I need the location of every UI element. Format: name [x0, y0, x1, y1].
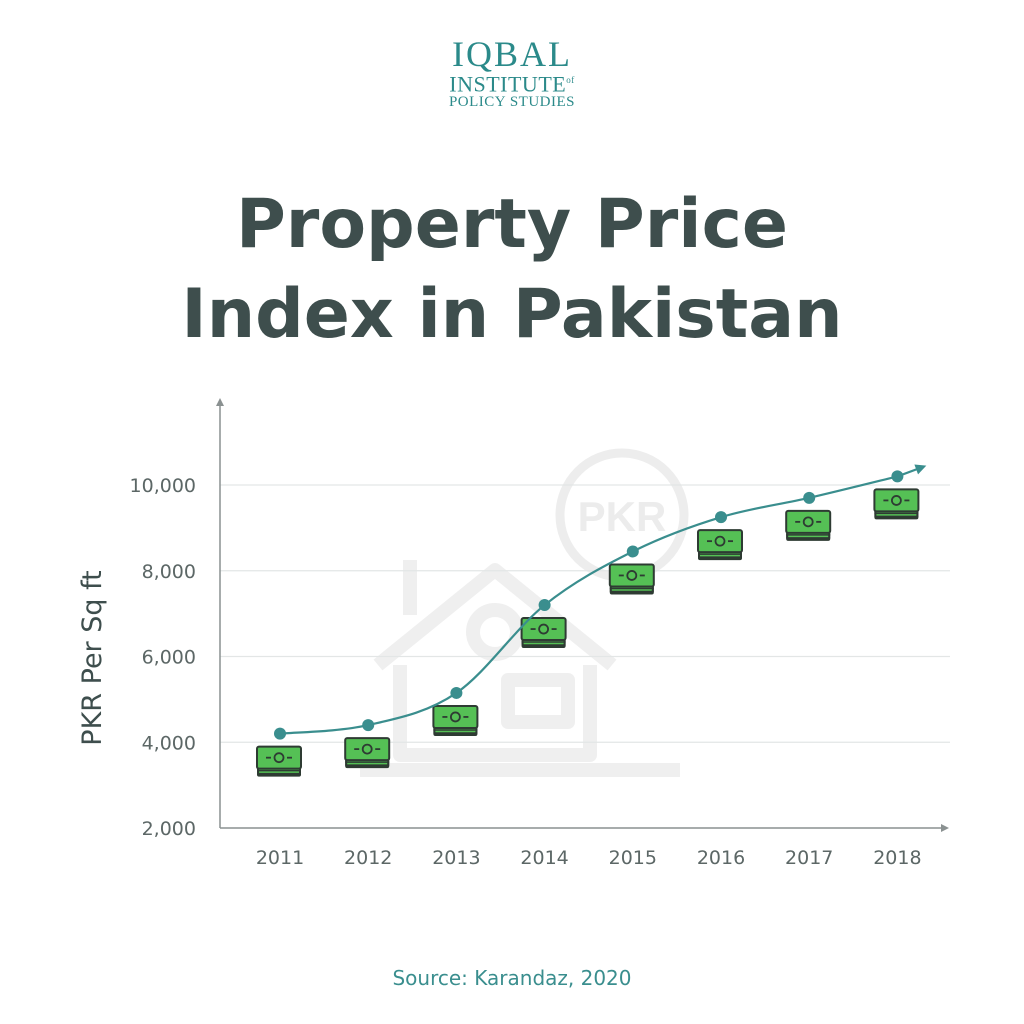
y-tick-label: 10,000	[130, 475, 196, 497]
money-icons	[256, 488, 920, 777]
series-line-group	[274, 464, 927, 740]
data-point	[891, 470, 904, 483]
data-point	[715, 511, 727, 524]
source-note: Source: Karandaz, 2020	[392, 966, 632, 990]
money-icon	[256, 745, 302, 777]
logo-line-institute: INSTITUTEof	[0, 70, 1024, 97]
money-icon	[608, 563, 655, 595]
x-tick-labels: 2011 2012 2013 2014 2015 2016 2017 2018	[256, 847, 922, 869]
page-title: Property Price Index in Pakistan	[0, 180, 1024, 360]
y-tick-label: 8,000	[142, 561, 196, 583]
x-tick-label: 2018	[873, 847, 921, 869]
logo-of-text: of	[566, 75, 575, 85]
x-tick-label: 2017	[785, 847, 833, 869]
money-icon	[697, 529, 743, 561]
data-point	[538, 599, 551, 612]
data-point	[450, 686, 463, 699]
x-tick-label: 2016	[697, 847, 745, 869]
logo: IQBAL INSTITUTEof POLICY STUDIES	[0, 34, 1024, 111]
series-arrowhead	[914, 464, 927, 475]
y-axis-arrow	[216, 398, 224, 406]
y-tick-label: 4,000	[142, 732, 196, 754]
x-tick-label: 2013	[432, 847, 480, 869]
money-icon	[432, 704, 479, 736]
logo-line-policy-studies: POLICY STUDIES	[448, 94, 576, 111]
logo-line-iqbal: IQBAL	[452, 34, 572, 74]
money-icon	[873, 488, 920, 520]
money-icon	[785, 509, 832, 541]
money-icon	[344, 737, 391, 769]
y-tick-label: 6,000	[142, 647, 196, 669]
data-point	[362, 719, 375, 732]
grid-lines	[220, 484, 950, 743]
x-tick-label: 2012	[344, 847, 392, 869]
watermark: PKR	[360, 448, 689, 777]
data-point	[274, 727, 286, 740]
logo-institute-text: INSTITUTE	[449, 71, 567, 97]
money-icon	[520, 617, 567, 649]
x-axis-arrow	[941, 824, 949, 832]
title-line-1: Property Price	[235, 185, 789, 264]
x-tick-label: 2015	[609, 847, 657, 869]
data-point	[626, 545, 639, 558]
title-line-2: Index in Pakistan	[181, 275, 843, 354]
data-point	[803, 491, 816, 504]
y-tick-label: 2,000	[142, 818, 196, 840]
x-tick-label: 2011	[256, 847, 304, 869]
axes	[216, 398, 949, 832]
x-tick-label: 2014	[520, 847, 568, 869]
y-tick-labels: 2,000 4,000 6,000 8,000 10,000	[130, 475, 196, 840]
watermark-pkr-label: PKR	[578, 493, 667, 540]
y-axis-label: PKR Per Sq ft	[77, 570, 108, 745]
series-line	[279, 466, 922, 735]
